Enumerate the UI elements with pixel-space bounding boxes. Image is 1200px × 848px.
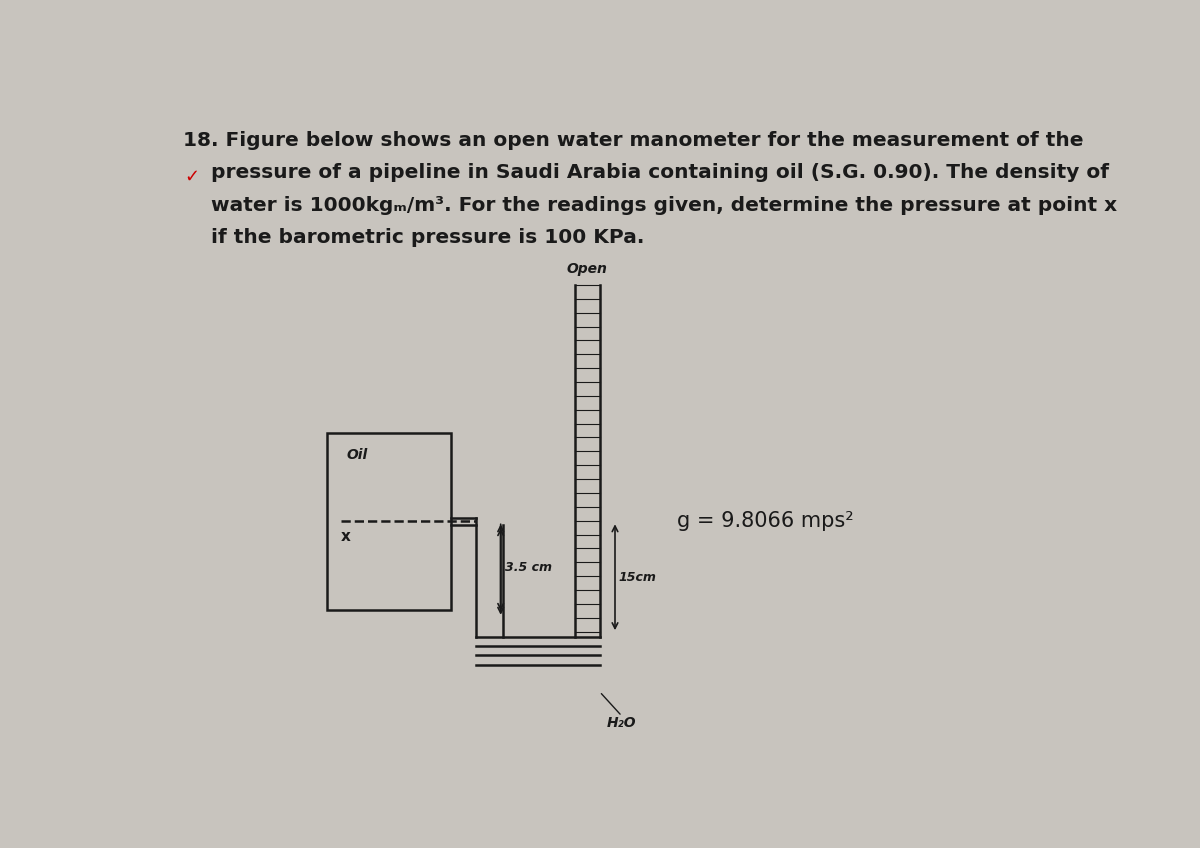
Text: Oil: Oil bbox=[346, 449, 367, 462]
Text: 18. Figure below shows an open water manometer for the measurement of the: 18. Figure below shows an open water man… bbox=[182, 131, 1084, 150]
Text: g = 9.8066 mps²: g = 9.8066 mps² bbox=[677, 511, 853, 532]
Text: if the barometric pressure is 100 KPa.: if the barometric pressure is 100 KPa. bbox=[182, 228, 644, 247]
Text: water is 1000kgₘ/m³. For the readings given, determine the pressure at point x: water is 1000kgₘ/m³. For the readings gi… bbox=[182, 196, 1117, 215]
Text: Open: Open bbox=[566, 262, 607, 276]
Text: H₂O: H₂O bbox=[606, 717, 636, 730]
Text: ✓: ✓ bbox=[184, 168, 199, 186]
Text: 15cm: 15cm bbox=[619, 571, 656, 583]
Text: x: x bbox=[341, 529, 350, 544]
Text: 3.5 cm: 3.5 cm bbox=[504, 561, 552, 574]
Text: pressure of a pipeline in Saudi Arabia containing oil (S.G. 0.90). The density o: pressure of a pipeline in Saudi Arabia c… bbox=[182, 164, 1109, 182]
Bar bbox=[326, 432, 451, 610]
